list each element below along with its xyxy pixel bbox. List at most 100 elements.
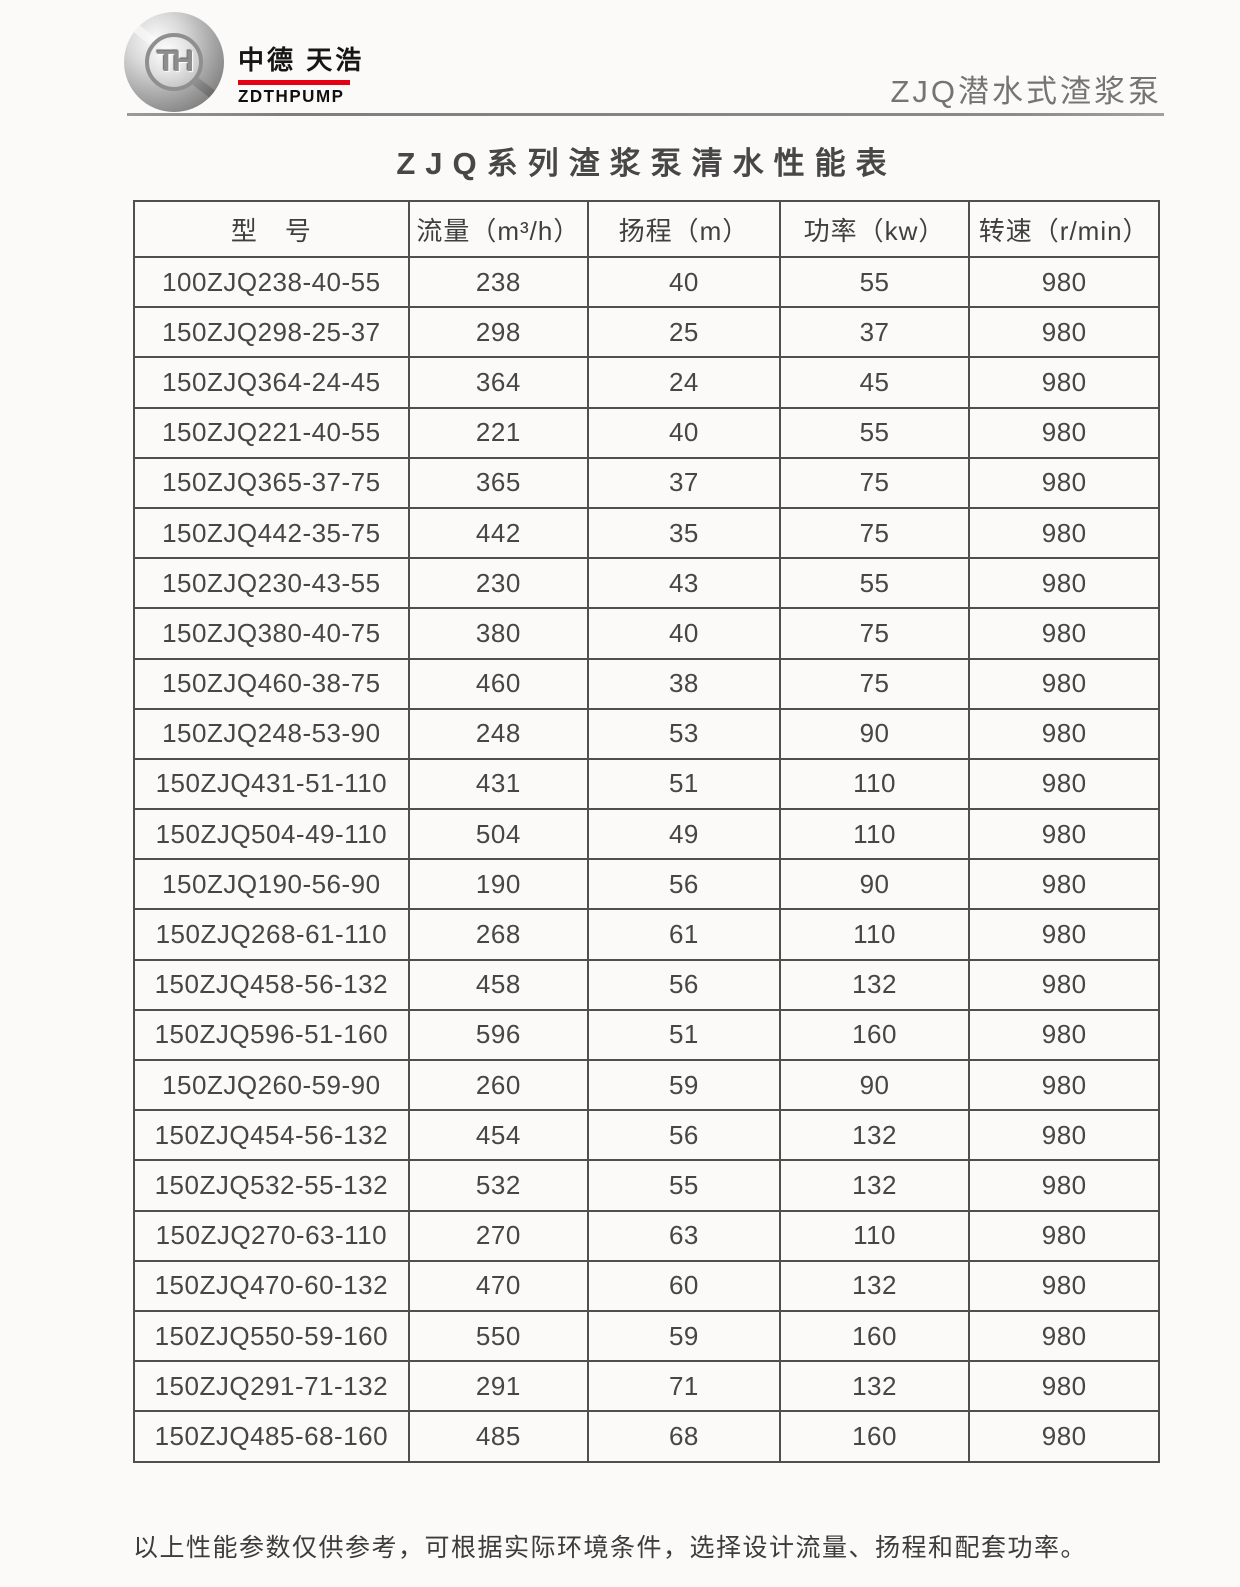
speed-cell: 980 (968, 506, 1160, 560)
model-cell: 150ZJQ248-53-90 (133, 707, 410, 760)
head-cell: 49 (587, 808, 781, 861)
power-cell: 132 (778, 1109, 971, 1162)
model-cell: 150ZJQ532-55-132 (133, 1159, 410, 1212)
head-cell: 55 (587, 1159, 781, 1212)
model-cell: 150ZJQ596-51-160 (133, 1008, 410, 1062)
model-cell: 150ZJQ550-59-160 (133, 1309, 410, 1363)
flow-cell: 365 (407, 456, 590, 509)
model-cell: 150ZJQ431-51-110 (133, 757, 410, 811)
power-cell: 132 (778, 1159, 971, 1212)
table-row: 150ZJQ248-53-90 248 53 90 980 (133, 707, 1160, 760)
table-row: 100ZJQ238-40-55 238 40 55 980 (133, 255, 1160, 309)
speed-cell: 980 (968, 707, 1160, 760)
power-cell: 160 (778, 1008, 971, 1062)
speed-cell: 980 (968, 958, 1160, 1011)
head-cell: 68 (587, 1410, 781, 1463)
flow-cell: 190 (407, 858, 590, 911)
table-row: 150ZJQ470-60-132 470 60 132 980 (133, 1259, 1160, 1312)
power-cell: 75 (778, 456, 971, 509)
power-cell: 110 (778, 808, 971, 861)
speed-cell: 980 (968, 908, 1160, 961)
logo-ring-icon: TH (145, 33, 203, 91)
model-cell: 150ZJQ460-38-75 (133, 657, 410, 710)
flow-cell: 298 (407, 306, 590, 359)
speed-cell: 980 (968, 1209, 1160, 1262)
speed-cell: 980 (968, 1410, 1160, 1463)
table-row: 150ZJQ268-61-110 268 61 110 980 (133, 908, 1160, 961)
table-row: 150ZJQ550-59-160 550 59 160 980 (133, 1309, 1160, 1363)
head-cell: 37 (587, 456, 781, 509)
head-cell: 56 (587, 958, 781, 1011)
head-cell: 35 (587, 506, 781, 560)
model-cell: 100ZJQ238-40-55 (133, 255, 410, 309)
table-row: 150ZJQ270-63-110 270 63 110 980 (133, 1209, 1160, 1262)
page-title: ZJQ系列渣浆泵清水性能表 (396, 146, 897, 181)
power-cell: 90 (778, 1058, 971, 1112)
power-cell: 110 (778, 757, 971, 811)
speed-cell: 980 (968, 607, 1160, 660)
head-cell: 59 (587, 1058, 781, 1112)
table-header-row: 型 号 流量（m³/h） 扬程（m） 功率（kw） 转速（r/min） (133, 200, 1160, 258)
table-row: 150ZJQ532-55-132 532 55 132 980 (133, 1159, 1160, 1212)
flow-cell: 238 (407, 255, 590, 309)
flow-cell: 431 (407, 757, 590, 811)
model-cell: 150ZJQ268-61-110 (133, 908, 410, 961)
column-header-model: 型 号 (133, 200, 410, 258)
flow-cell: 454 (407, 1109, 590, 1162)
table-row: 150ZJQ454-56-132 454 56 132 980 (133, 1109, 1160, 1162)
header-divider (127, 113, 1164, 116)
flow-cell: 470 (407, 1259, 590, 1312)
table-row: 150ZJQ364-24-45 364 24 45 980 (133, 356, 1160, 409)
speed-cell: 980 (968, 1309, 1160, 1363)
model-cell: 150ZJQ504-49-110 (133, 808, 410, 861)
flow-cell: 380 (407, 607, 590, 660)
column-header-power: 功率（kw） (778, 200, 971, 258)
model-cell: 150ZJQ380-40-75 (133, 607, 410, 660)
head-cell: 40 (587, 255, 781, 309)
model-cell: 150ZJQ270-63-110 (133, 1209, 410, 1262)
model-cell: 150ZJQ470-60-132 (133, 1259, 410, 1312)
speed-cell: 980 (968, 306, 1160, 359)
flow-cell: 550 (407, 1309, 590, 1363)
flow-cell: 596 (407, 1008, 590, 1062)
speed-cell: 980 (968, 456, 1160, 509)
model-cell: 150ZJQ442-35-75 (133, 506, 410, 560)
flow-cell: 260 (407, 1058, 590, 1112)
table-row: 150ZJQ442-35-75 442 35 75 980 (133, 506, 1160, 560)
brand-name-en: ZDTHPUMP (238, 86, 345, 106)
head-cell: 71 (587, 1360, 781, 1413)
column-header-head: 扬程（m） (587, 200, 781, 258)
flow-cell: 532 (407, 1159, 590, 1212)
table-row: 150ZJQ190-56-90 190 56 90 980 (133, 858, 1160, 911)
power-cell: 55 (778, 406, 971, 459)
logo-monogram: TH (157, 45, 194, 78)
model-cell: 150ZJQ260-59-90 (133, 1058, 410, 1112)
flow-cell: 248 (407, 707, 590, 760)
head-cell: 60 (587, 1259, 781, 1312)
power-cell: 132 (778, 1259, 971, 1312)
table-row: 150ZJQ260-59-90 260 59 90 980 (133, 1058, 1160, 1112)
flow-cell: 504 (407, 808, 590, 861)
table-row: 150ZJQ230-43-55 230 43 55 980 (133, 557, 1160, 610)
table-row: 150ZJQ291-71-132 291 71 132 980 (133, 1360, 1160, 1413)
power-cell: 75 (778, 506, 971, 560)
table-body: 100ZJQ238-40-55 238 40 55 980 150ZJQ298-25-37… (133, 255, 1160, 1463)
column-header-speed: 转速（r/min） (968, 200, 1160, 258)
power-cell: 110 (778, 908, 971, 961)
power-cell: 37 (778, 306, 971, 359)
head-cell: 51 (587, 1008, 781, 1062)
flow-cell: 364 (407, 356, 590, 409)
flow-cell: 485 (407, 1410, 590, 1463)
speed-cell: 980 (968, 406, 1160, 459)
performance-table: 型 号 流量（m³/h） 扬程（m） 功率（kw） 转速（r/min） 100Z… (133, 200, 1160, 1463)
speed-cell: 980 (968, 1058, 1160, 1112)
table-row: 150ZJQ596-51-160 596 51 160 980 (133, 1008, 1160, 1062)
flow-cell: 270 (407, 1209, 590, 1262)
power-cell: 160 (778, 1410, 971, 1463)
power-cell: 132 (778, 1360, 971, 1413)
model-cell: 150ZJQ365-37-75 (133, 456, 410, 509)
model-cell: 150ZJQ458-56-132 (133, 958, 410, 1011)
power-cell: 90 (778, 858, 971, 911)
speed-cell: 980 (968, 1360, 1160, 1413)
